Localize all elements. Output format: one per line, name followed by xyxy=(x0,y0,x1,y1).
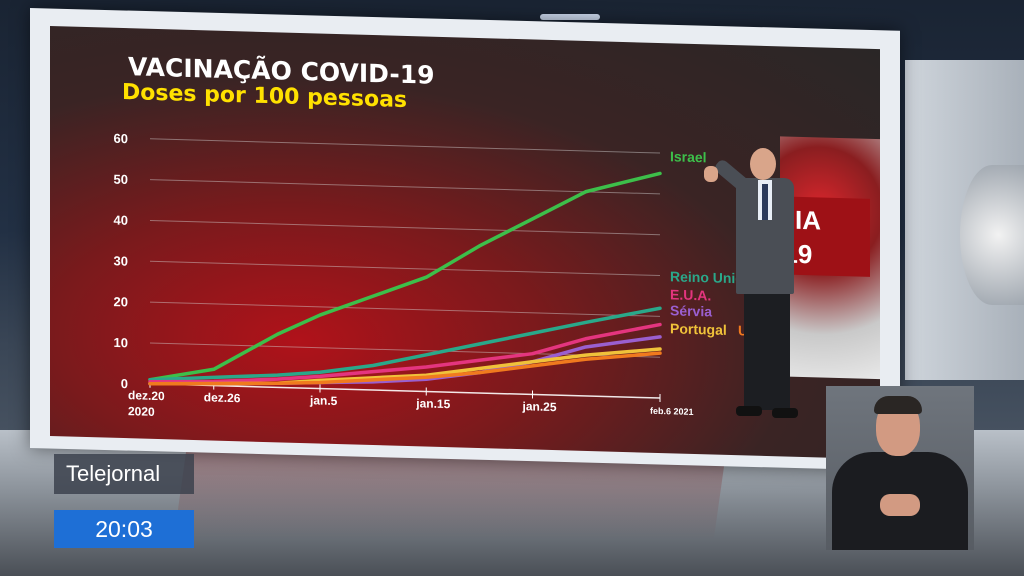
interpreter-hands xyxy=(880,494,920,516)
y-tick-label: 30 xyxy=(114,253,128,268)
x-tick-label: feb.6 2021 xyxy=(650,406,694,417)
presenter-arm xyxy=(712,157,753,195)
gridline xyxy=(150,219,660,236)
series-label: Israel xyxy=(670,148,707,165)
interpreter-hair xyxy=(874,396,922,414)
series-line xyxy=(148,322,662,384)
broadcast-clock: 20:03 xyxy=(54,510,194,548)
x-tick-label: jan.25 xyxy=(522,399,557,414)
y-tick-label: 0 xyxy=(121,376,128,391)
presenter-shoe xyxy=(772,408,798,418)
series-line xyxy=(148,171,662,382)
series-line xyxy=(148,347,662,386)
series-label: Portugal xyxy=(670,320,727,338)
y-tick-label: 20 xyxy=(114,294,128,309)
gridline xyxy=(150,260,660,277)
x-tick-label: jan.15 xyxy=(415,396,450,411)
presenter-head xyxy=(750,148,776,180)
presenter-legs xyxy=(744,292,790,410)
x-tick-label: dez.26 xyxy=(204,390,241,405)
program-name: Telejornal xyxy=(54,454,194,494)
x-tick-label: dez.20 xyxy=(128,388,165,403)
x-tick-label: 2020 xyxy=(128,404,155,419)
gridline xyxy=(150,301,660,317)
series-line xyxy=(148,306,662,382)
x-tick-label: jan.5 xyxy=(309,393,338,408)
y-tick-label: 10 xyxy=(114,335,128,350)
presenter-tie xyxy=(762,184,768,220)
gridline xyxy=(150,383,660,399)
sign-language-interpreter xyxy=(826,386,974,550)
series-label: Sérvia xyxy=(670,302,712,319)
y-tick-label: 60 xyxy=(114,131,128,146)
globe-decoration xyxy=(960,165,1024,305)
series-line xyxy=(148,351,662,386)
ceiling-light xyxy=(540,14,600,20)
presenter xyxy=(704,148,828,430)
presenter-shoe xyxy=(736,406,762,416)
gridline xyxy=(150,179,660,195)
y-tick-label: 40 xyxy=(114,212,128,227)
y-tick-label: 50 xyxy=(114,172,128,187)
series-label: Reino Unido xyxy=(670,268,752,286)
presenter-hand xyxy=(704,166,718,182)
video-wall-chart: EMIA D-19 0102030405060dez.202020dez.26j… xyxy=(50,26,880,460)
series-label: E.U.A. xyxy=(670,286,711,303)
gridline xyxy=(150,138,660,154)
